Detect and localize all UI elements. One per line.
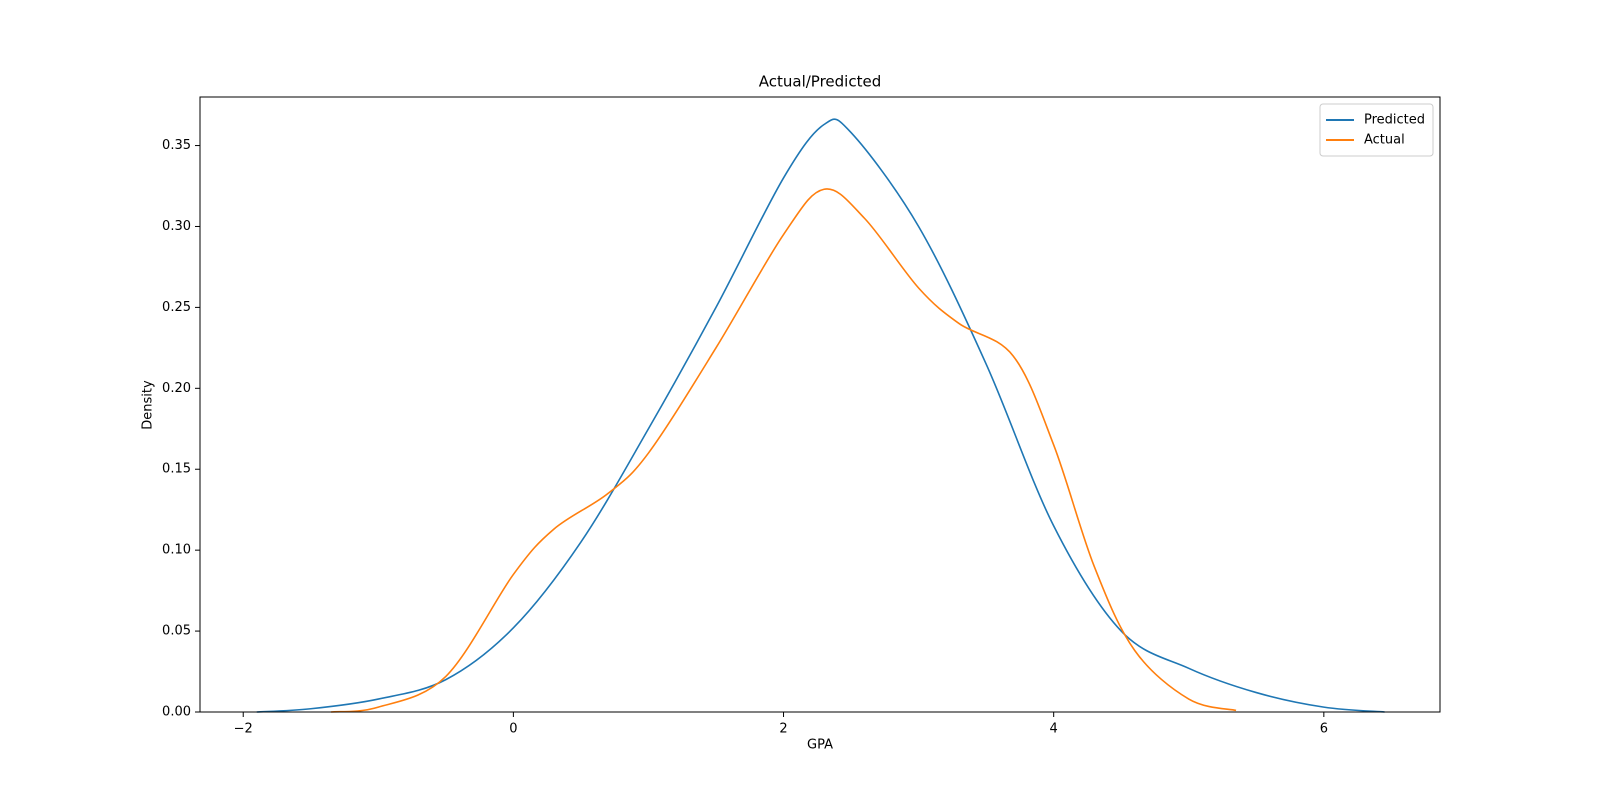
y-tick-label: 0.15 — [162, 462, 191, 477]
plot-frame — [199, 96, 1441, 713]
x-tick-label: 6 — [1320, 722, 1328, 737]
x-axis-label: GPA — [807, 738, 833, 753]
line — [256, 118, 1385, 713]
legend-box — [1319, 103, 1434, 157]
x-tick-label: 0 — [509, 722, 517, 737]
x-tick-label: −2 — [234, 722, 253, 737]
y-tick-label: 0.05 — [162, 624, 191, 639]
legend-label: Actual — [1364, 133, 1405, 148]
chart-title: Actual/Predicted — [759, 73, 881, 91]
y-axis-label: Density — [141, 380, 156, 430]
x-tick-label: 4 — [1050, 722, 1058, 737]
y-tick-label: 0.35 — [162, 138, 191, 153]
y-tick-label: 0.00 — [162, 705, 191, 720]
x-tick-label: 2 — [779, 722, 787, 737]
y-tick-label: 0.25 — [162, 300, 191, 315]
legend-label: Predicted — [1364, 113, 1425, 128]
line — [330, 188, 1237, 713]
y-tick-label: 0.10 — [162, 543, 191, 558]
y-tick-label: 0.30 — [162, 219, 191, 234]
y-tick-label: 0.20 — [162, 381, 191, 396]
